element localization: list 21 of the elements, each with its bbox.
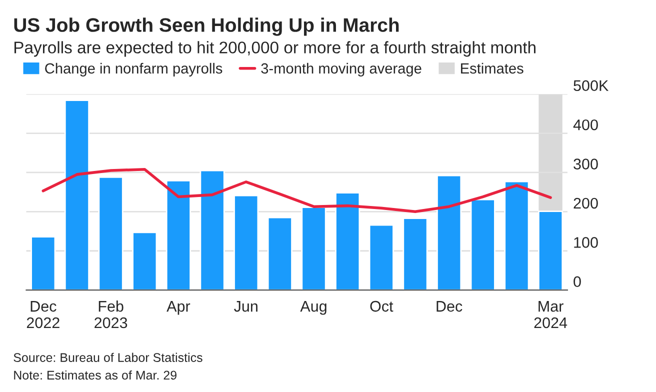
x-tick-label: Mar 2024 (534, 301, 568, 328)
legend-label: 3-month moving average (261, 62, 422, 76)
x-tick-label: Oct (370, 300, 394, 312)
y-tick-label: 200 (574, 198, 598, 209)
x-tick-label: Aug (300, 301, 326, 315)
x-tick-label: Feb 2023 (94, 300, 128, 328)
x-tick-label: Apr (166, 301, 190, 315)
y-tick-label: 400 (573, 119, 598, 130)
chart-subtitle: Payrolls are expected to hit 200,000 or more for a fourth straight month (14, 41, 536, 57)
y-tick-label: 0 (574, 276, 581, 288)
legend-label: Change in nonfarm payrolls (45, 62, 222, 76)
text: Note: Estimates as of Mar. 29 (14, 370, 176, 380)
x-tick-label: Dec 2022 (26, 301, 60, 328)
legend-label: Estimates (461, 62, 524, 74)
x-tick-label: Jun (234, 301, 258, 312)
source-note: Source: Bureau of Labor Statistics (14, 352, 202, 362)
y-tick-label: 100 (574, 237, 598, 248)
chart-title: US Job Growth Seen Holding Up in March (14, 18, 399, 36)
x-tick-label: Dec (436, 301, 462, 312)
y-tick-label: 500K (574, 80, 609, 92)
y-tick-label: 300 (574, 158, 598, 170)
